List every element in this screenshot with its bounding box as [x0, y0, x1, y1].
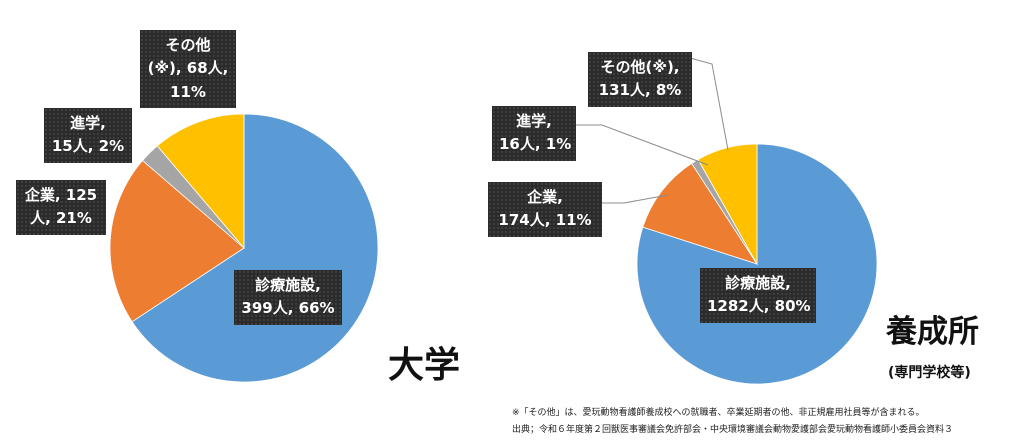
data-label-line: 131人, 8%	[598, 81, 682, 100]
data-label-school-clinic: 診療施設, 1282人, 80%	[700, 268, 816, 323]
university-slice-other	[156, 113, 245, 250]
chart-title-school: 養成所	[886, 314, 979, 350]
data-label-line: 人, 21%	[30, 209, 92, 228]
footnote-other-definition: ※「その他」は、愛玩動物看護師養成校への就職者、卒業延期者の他、非正規雇用社員等…	[512, 408, 925, 418]
footnote-source: 出典；令和６年度第２回獣医事審議会免許部会・中央環境審議会動物愛護部会愛玩動物看…	[512, 425, 954, 435]
data-label-university-clinic: 診療施設, 399人, 66%	[234, 270, 342, 325]
data-label-line: 企業,	[527, 188, 563, 206]
school-slice-other	[697, 143, 758, 266]
data-label-line: 診療施設,	[255, 276, 321, 294]
data-label-line: 16人, 1%	[499, 135, 572, 154]
data-label-line: 診療施設,	[725, 274, 791, 292]
chart-subtitle-school: (専門学校等)	[888, 365, 971, 381]
leader-line-other	[689, 57, 729, 151]
university-slice-company	[109, 159, 245, 323]
pie-chart-training-school	[636, 143, 878, 385]
data-label-line: 174人, 11%	[498, 211, 592, 230]
data-label-line: 399人, 66%	[241, 299, 335, 318]
data-label-line: 15人, 2%	[51, 137, 125, 156]
chart-title-university: 大学	[388, 345, 461, 386]
data-label-school-shingaku: 進学, 16人, 1%	[492, 106, 576, 161]
data-label-school-company: 企業, 174人, 11%	[488, 182, 602, 237]
data-label-line: 進学,	[70, 114, 106, 132]
data-label-school-other: その他(※), 131人, 8%	[588, 52, 692, 107]
data-label-line: 企業, 125	[24, 186, 98, 204]
data-label-line: その他	[165, 36, 211, 54]
data-label-university-company: 企業, 125 人, 21%	[16, 180, 106, 235]
data-label-line: 11%	[170, 82, 206, 101]
leader-line-kigyo	[602, 194, 669, 204]
data-label-line: 1282人, 80%	[707, 297, 811, 316]
leader-line-shingaku	[576, 124, 709, 166]
data-label-line: (※), 68人,	[147, 59, 229, 78]
data-label-university-other: その他 (※), 68人, 11%	[140, 30, 236, 108]
leader-lines	[576, 57, 729, 204]
data-label-line: その他(※),	[600, 58, 680, 76]
school-slice-company	[642, 162, 758, 265]
data-label-line: 進学,	[516, 112, 552, 130]
data-label-university-shingaku: 進学, 15人, 2%	[44, 108, 132, 163]
pie-chart-university	[109, 113, 379, 383]
